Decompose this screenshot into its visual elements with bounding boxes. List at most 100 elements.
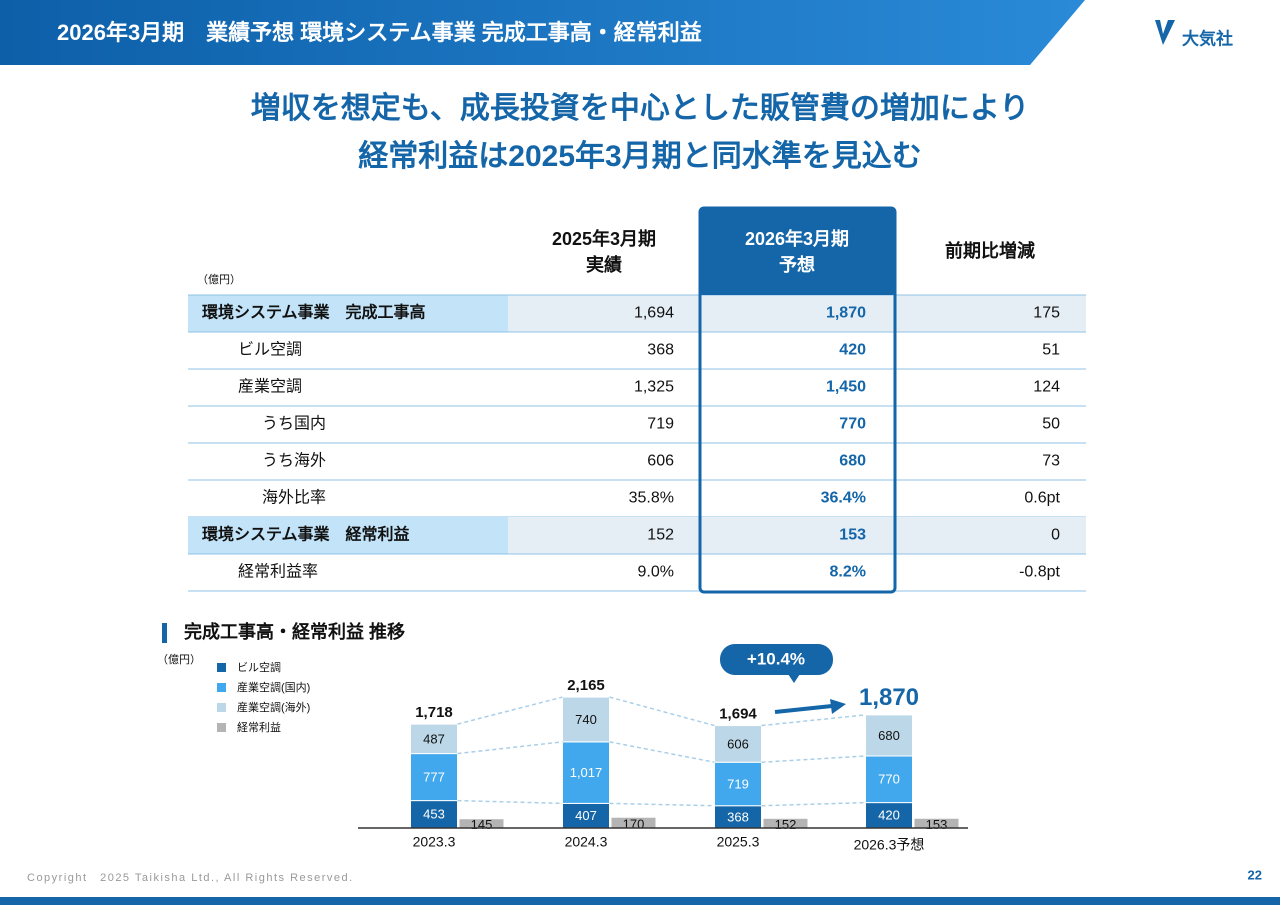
label-bg — [188, 295, 508, 332]
connector — [609, 802, 715, 807]
bar-label: 145 — [471, 817, 493, 832]
x-tick-label: 2026.3予想 — [854, 837, 925, 853]
arrow-shaft — [774, 704, 833, 714]
footer-bar — [0, 897, 1280, 905]
bar-label: 777 — [423, 770, 445, 785]
headline: 増収を想定も、成長投資を中心とした販管費の増加により — [251, 91, 1030, 125]
row-label: うち国内 — [262, 415, 326, 433]
cell: 1,450 — [826, 379, 866, 396]
bar-segment — [865, 802, 913, 829]
cell: 153 — [839, 527, 866, 544]
header-bar — [0, 0, 1085, 65]
legend-label: 産業空調(海外) — [237, 700, 310, 714]
legend-swatch — [217, 663, 226, 672]
x-tick-label: 2023.3 — [413, 834, 456, 850]
cell: 51 — [1042, 342, 1060, 359]
x-tick-label: 2024.3 — [565, 834, 608, 850]
legend-swatch — [217, 703, 226, 712]
cell: 606 — [647, 453, 674, 470]
legend-label: ビル空調 — [237, 660, 281, 674]
cell: 9.0% — [638, 564, 674, 581]
bar-segment — [562, 802, 610, 829]
bar-segment — [714, 725, 762, 763]
annotation-pointer — [788, 674, 800, 683]
cell: 770 — [839, 416, 866, 433]
bar-segment — [714, 761, 762, 807]
annotation: +10.4% — [747, 649, 805, 668]
column-header: 2025年3月期 — [552, 228, 656, 249]
cell: 50 — [1042, 416, 1060, 433]
bar-label: 453 — [423, 807, 445, 822]
connector — [457, 696, 563, 725]
column-header: 実績 — [586, 254, 622, 275]
cell: 175 — [1033, 305, 1060, 322]
cell: 368 — [647, 342, 674, 359]
cell: 35.8% — [629, 490, 674, 507]
bar-label: 606 — [727, 736, 749, 751]
row-bg — [508, 295, 1086, 332]
logo-mark — [1155, 20, 1175, 45]
profit-bar — [611, 817, 656, 828]
bar-label: 368 — [727, 809, 749, 824]
bar-label: 680 — [878, 728, 900, 743]
bar-label: 719 — [727, 776, 749, 791]
cell: 1,870 — [826, 305, 866, 322]
profit-bar — [763, 818, 808, 828]
connector — [761, 714, 866, 727]
bar-label: 487 — [423, 731, 445, 746]
page-number: 22 — [1248, 867, 1262, 882]
annotation-pill — [720, 644, 833, 675]
bar-label: 170 — [623, 816, 645, 831]
cell: 36.4% — [821, 490, 866, 507]
cell: 1,694 — [634, 305, 674, 322]
cell: 0 — [1051, 527, 1060, 544]
x-tick-label: 2025.3 — [717, 834, 760, 850]
chart-unit: （億円） — [157, 653, 201, 666]
bar-label: 420 — [878, 808, 900, 823]
total-label: 1,694 — [719, 705, 757, 722]
bar-label: 407 — [575, 808, 597, 823]
copyright: Copyright 2025 Taikisha Ltd., All Rights… — [27, 872, 354, 884]
unit: （億円） — [197, 273, 241, 286]
cell: 152 — [647, 527, 674, 544]
forecast-header — [699, 207, 896, 295]
header-title: 2026年3月期 業績予想 環境システム事業 完成工事高・経常利益 — [57, 20, 702, 45]
cell: 8.2% — [830, 564, 866, 581]
chart-title: 完成工事高・経常利益 推移 — [184, 621, 405, 642]
connector — [761, 755, 866, 763]
bar-label: 1,017 — [570, 765, 603, 780]
row-label: うち海外 — [262, 452, 326, 470]
bar-label: 152 — [775, 817, 797, 832]
cell: 719 — [647, 416, 674, 433]
profit-bar — [914, 818, 959, 828]
total-label: 2,165 — [567, 677, 605, 694]
cell: 420 — [839, 342, 866, 359]
bar-segment — [562, 741, 610, 804]
row-label: 海外比率 — [262, 489, 326, 507]
bar-segment — [410, 723, 458, 755]
bar-label: 153 — [926, 817, 948, 832]
legend-swatch — [217, 683, 226, 692]
legend-label: 産業空調(国内) — [237, 680, 310, 694]
label-bg — [188, 517, 508, 554]
bar-segment — [865, 714, 913, 757]
row-label: ビル空調 — [238, 341, 302, 359]
arrow-head — [830, 699, 846, 714]
connector — [457, 741, 563, 755]
column-header: 予想 — [779, 254, 815, 275]
legend-label: 経常利益 — [237, 720, 281, 734]
bar-segment — [562, 696, 610, 743]
headline: 経常利益は2025年3月期と同水準を見込む — [358, 139, 921, 173]
cell: 0.6pt — [1024, 490, 1060, 507]
profit-bar — [459, 819, 504, 828]
cell: 680 — [839, 453, 866, 470]
row-bg — [508, 517, 1086, 554]
cell: 1,325 — [634, 379, 674, 396]
connector — [457, 799, 563, 805]
connector — [609, 696, 715, 727]
cell: -0.8pt — [1019, 564, 1060, 581]
total-label: 1,870 — [859, 684, 919, 711]
logo: 大気社 — [1182, 28, 1233, 48]
bar-label: 740 — [575, 712, 597, 727]
